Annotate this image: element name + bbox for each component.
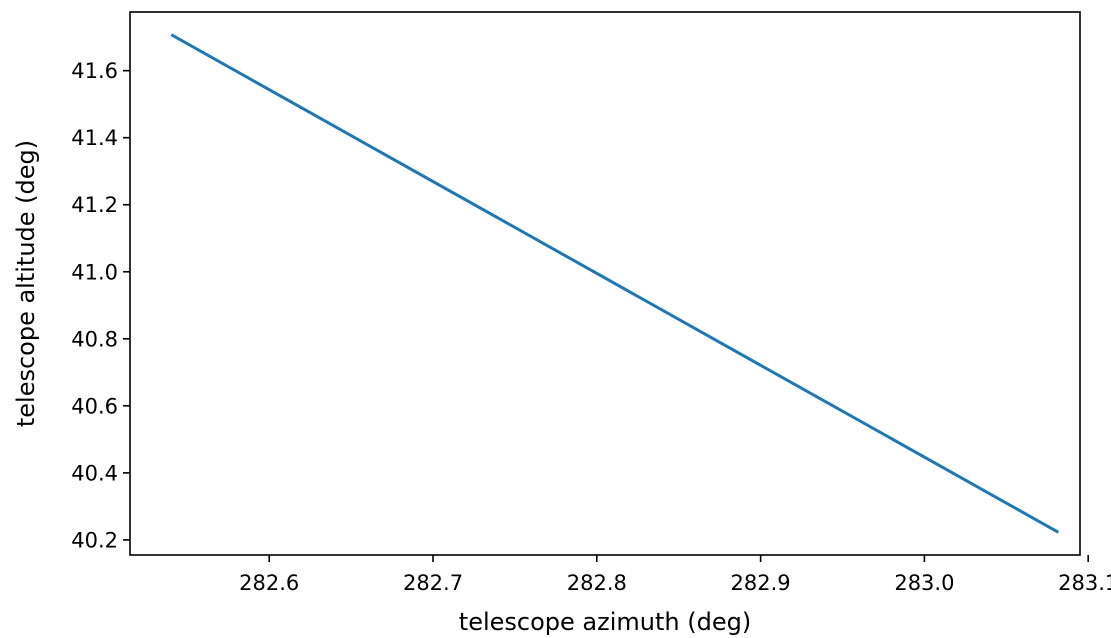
plot-area xyxy=(130,12,1080,555)
y-tick-label: 41.4 xyxy=(71,126,118,150)
x-tick-label: 283.1 xyxy=(1058,571,1111,595)
y-tick-label: 41.0 xyxy=(71,260,118,284)
y-tick-label: 41.6 xyxy=(71,59,118,83)
y-tick-label: 40.6 xyxy=(71,394,118,418)
y-tick-label: 40.8 xyxy=(71,327,118,351)
x-axis-label: telescope azimuth (deg) xyxy=(459,608,751,636)
x-tick-label: 282.6 xyxy=(239,571,299,595)
x-tick-label: 282.9 xyxy=(731,571,791,595)
x-tick-label: 283.0 xyxy=(894,571,954,595)
plot-frame xyxy=(129,11,1081,556)
y-axis-label: telescope altitude (deg) xyxy=(12,140,40,427)
y-tick-label: 41.2 xyxy=(71,193,118,217)
x-axis: 282.6 282.7 282.8 282.9 283.0 283.1 xyxy=(239,555,1111,595)
x-tick-label: 282.7 xyxy=(403,571,463,595)
x-tick-label: 282.8 xyxy=(567,571,627,595)
y-axis: 40.2 40.4 40.6 40.8 41.0 41.2 41.4 41.6 xyxy=(71,59,130,552)
series-layer xyxy=(170,33,1060,534)
y-tick-label: 40.4 xyxy=(71,461,118,485)
series-line xyxy=(170,33,1060,534)
y-tick-label: 40.2 xyxy=(71,528,118,552)
